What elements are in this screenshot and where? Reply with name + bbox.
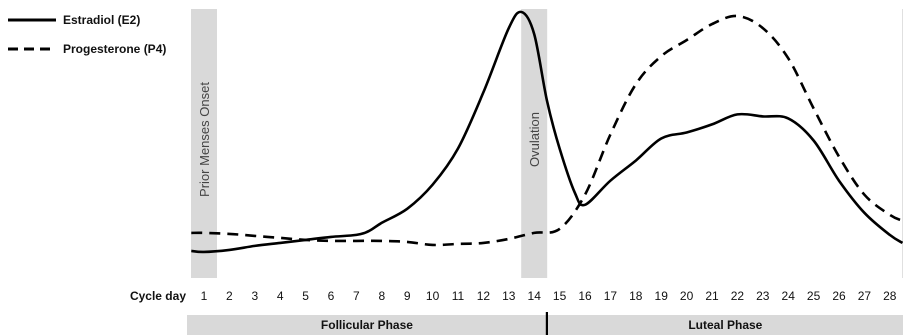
x-tick-label: 1 [201, 289, 208, 303]
x-tick-label: 22 [731, 289, 745, 303]
band-label-ovulation: Ovulation [527, 112, 542, 167]
x-tick-label: 20 [680, 289, 694, 303]
x-tick-label: 10 [426, 289, 440, 303]
x-tick-label: 13 [502, 289, 516, 303]
legend-label-progesterone-p4: Progesterone (P4) [63, 42, 166, 56]
x-tick-label: 15 [553, 289, 567, 303]
x-tick-label: 14 [528, 289, 542, 303]
band-label-prior-menses-onset: Prior Menses Onset [197, 82, 212, 197]
x-tick-label: 7 [353, 289, 360, 303]
x-tick-label: 24 [782, 289, 796, 303]
phase-label-follicular-phase: Follicular Phase [321, 318, 413, 332]
x-tick-label: 28 [883, 289, 897, 303]
x-tick-label: 16 [578, 289, 592, 303]
x-tick-label: 9 [404, 289, 411, 303]
x-tick-label: 8 [378, 289, 385, 303]
x-tick-label: 3 [251, 289, 258, 303]
series-line-estradiol-e2 [191, 10, 903, 254]
legend-label-estradiol-e2: Estradiol (E2) [63, 13, 140, 27]
x-tick-label: 5 [302, 289, 309, 303]
x-tick-label: 26 [832, 289, 846, 303]
series-lines [191, 10, 903, 254]
phase-bar-background [187, 315, 903, 335]
x-tick-label: 19 [655, 289, 669, 303]
legend: Estradiol (E2) Progesterone (P4) [8, 13, 166, 56]
x-tick-label: 21 [705, 289, 719, 303]
x-tick-label: 4 [277, 289, 284, 303]
x-axis: Cycle day 1 2 3 4 5 6 7 8 9 10 11 12 13 14 15 16 17 18 19 20… [130, 289, 897, 303]
x-tick-label: 6 [328, 289, 335, 303]
x-tick-label: 18 [629, 289, 643, 303]
phase-label-luteal-phase: Luteal Phase [688, 318, 762, 332]
phase-bar: Follicular Phase Luteal Phase [187, 312, 903, 335]
series-line-progesterone-p4 [191, 14, 903, 247]
x-tick-label: 27 [858, 289, 872, 303]
x-tick-label: 25 [807, 289, 821, 303]
x-tick-label: 11 [452, 289, 465, 303]
x-tick-label: 23 [756, 289, 770, 303]
x-tick-label: 2 [226, 289, 233, 303]
x-tick-label: 12 [477, 289, 491, 303]
x-tick-label: 17 [604, 289, 618, 303]
x-axis-title: Cycle day [130, 289, 186, 303]
event-bands: Prior Menses OnsetOvulationNext Menses O… [191, 9, 903, 278]
